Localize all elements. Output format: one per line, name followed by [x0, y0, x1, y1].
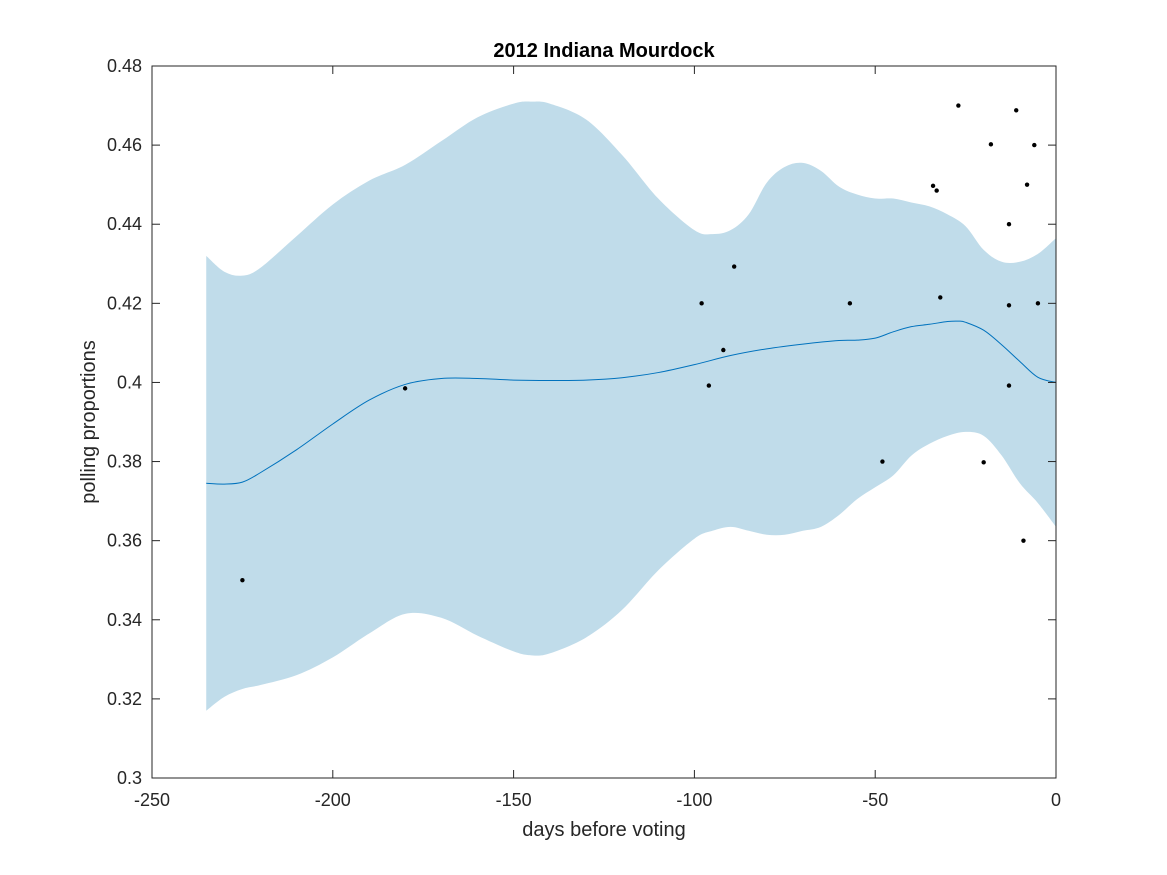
y-tick-label: 0.32 — [107, 689, 142, 709]
poll-point — [1006, 222, 1012, 227]
poll-point — [731, 264, 737, 269]
poll-point — [956, 103, 961, 108]
poll-point — [847, 301, 853, 306]
poll-point — [1024, 182, 1030, 187]
poll-point — [988, 142, 994, 147]
x-tick-label: -250 — [134, 790, 170, 810]
poll-point — [930, 183, 936, 189]
poll-point — [938, 295, 943, 300]
y-tick-label: 0.4 — [117, 372, 142, 392]
confidence-band — [206, 101, 1057, 711]
y-tick-label: 0.42 — [107, 293, 142, 313]
x-tick-label: -100 — [676, 790, 712, 810]
poll-point — [880, 459, 885, 464]
poll-point — [402, 386, 408, 391]
poll-point — [1035, 301, 1041, 306]
y-tick-label: 0.46 — [107, 135, 142, 155]
poll-point — [699, 301, 704, 306]
chart-title: 2012 Indiana Mourdock — [493, 40, 715, 62]
poll-point — [1021, 538, 1026, 543]
x-tick-label: -50 — [862, 790, 888, 810]
poll-point — [706, 383, 712, 388]
plot-area — [206, 101, 1057, 711]
poll-point — [1006, 303, 1012, 308]
poll-point — [240, 578, 245, 583]
y-tick-label: 0.38 — [107, 452, 142, 472]
x-tick-label: -200 — [315, 790, 351, 810]
y-tick-label: 0.44 — [107, 214, 142, 234]
x-tick-label: 0 — [1051, 790, 1061, 810]
poll-point — [1032, 142, 1037, 148]
x-tick-label: -150 — [496, 790, 532, 810]
poll-point — [1014, 108, 1019, 113]
series-line — [206, 320, 1057, 485]
y-tick-label: 0.34 — [107, 610, 142, 630]
poll-point — [981, 460, 986, 465]
poll-point — [721, 347, 726, 353]
x-axis-label: days before voting — [522, 819, 685, 841]
poll-point — [1006, 383, 1012, 388]
y-tick-label: 0.3 — [117, 768, 142, 788]
y-tick-label: 0.36 — [107, 531, 142, 551]
y-tick-label: 0.48 — [107, 56, 142, 76]
axes-box — [151, 65, 1057, 779]
y-axis-label: polling proportions — [78, 340, 100, 503]
axes: -250 -200 -150 -100 -50 0 0.3 0.32 0.34 0.36 0.38 0… — [107, 56, 1061, 810]
poll-point — [934, 188, 939, 193]
